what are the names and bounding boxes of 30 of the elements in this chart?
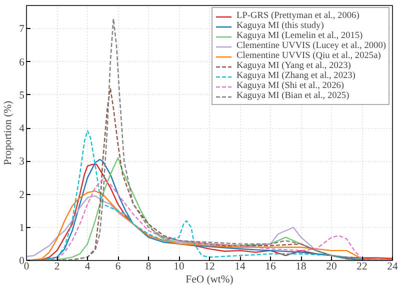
x-tick-label: 18 [296, 262, 306, 272]
x-axis-title: FeO (wt%) [186, 274, 234, 286]
y-tick-label: 1 [19, 222, 24, 234]
legend-label: Kaguya MI (this study) [236, 21, 324, 31]
x-tick-label: 4 [84, 262, 91, 272]
legend-label: Kaguya MI (Yang et al., 2023) [236, 61, 351, 71]
x-tick-label: 2 [54, 262, 60, 272]
x-tick-label: 22 [356, 262, 368, 272]
legend-label: Kaguya MI (Shi et al., 2026) [236, 81, 344, 91]
y-tick-label: 2 [19, 190, 24, 201]
x-tick-label: 12 [204, 262, 215, 272]
y-tick-label: 6 [19, 57, 26, 68]
x-tick-label: 14 [234, 262, 246, 272]
x-tick-label: 16 [265, 262, 276, 272]
x-tick-label: 6 [115, 262, 122, 272]
legend-label: Clementine UVVIS (Qiu et al., 2025a) [236, 51, 381, 61]
y-tick-label: 5 [19, 90, 24, 102]
legend-label: LP-GRS (Prettyman et al., 2006) [236, 11, 360, 21]
x-tick-label: 10 [174, 262, 184, 272]
x-tick-label: 24 [387, 262, 398, 272]
legend-label: Kaguya MI (Lemelin et al., 2015) [236, 31, 363, 41]
legend-label: Clementine UVVIS (Lucey et al., 2000) [236, 41, 386, 51]
legend-label: Kaguya MI (Zhang et al., 2023) [236, 71, 356, 81]
y-tick-label: 3 [19, 156, 24, 168]
y-tick-label: 7 [19, 24, 26, 36]
x-tick-label: 8 [146, 262, 152, 272]
x-tick-label: 20 [326, 262, 337, 272]
y-axis-title: Proportion (%) [3, 100, 14, 166]
legend-label: Kaguya MI (Bian et al., 2025) [236, 91, 350, 101]
y-tick-label: 4 [19, 124, 26, 135]
